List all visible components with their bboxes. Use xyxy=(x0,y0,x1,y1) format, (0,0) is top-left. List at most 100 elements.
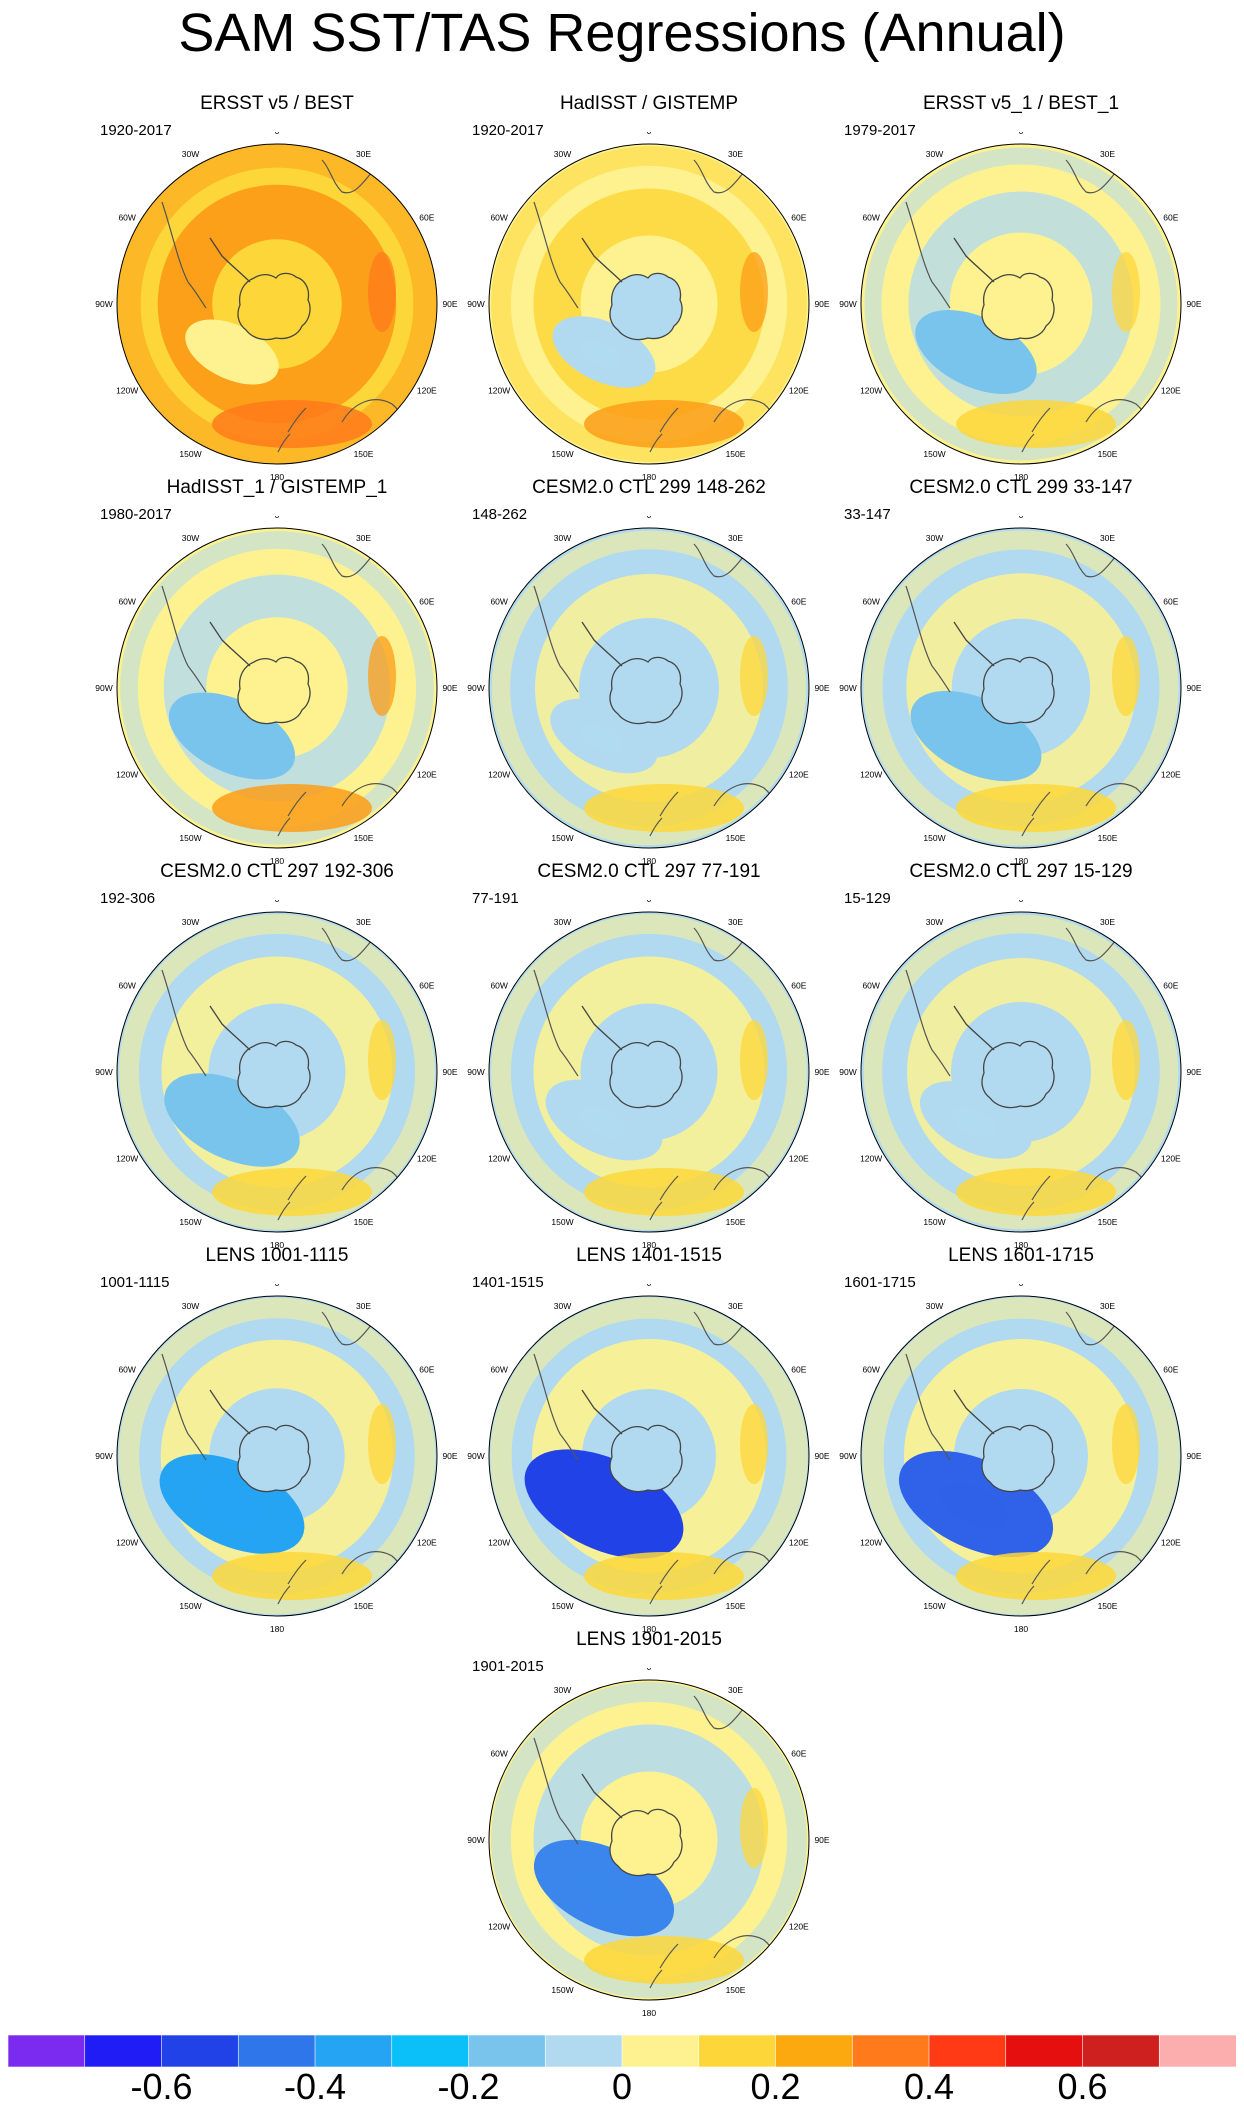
antarctic-peninsula xyxy=(581,237,623,283)
longitude-label: 180 xyxy=(270,856,284,866)
longitude-label: 0 xyxy=(647,1668,652,1672)
colorbar-swatch xyxy=(851,2034,930,2068)
map-boundary xyxy=(116,143,438,465)
longitude-label: 30W xyxy=(554,917,571,927)
longitude-label: 90E xyxy=(442,1067,457,1077)
longitude-label: 30W xyxy=(554,533,571,543)
coastline-new-zealand xyxy=(277,1175,307,1221)
longitude-label: 150E xyxy=(726,1217,746,1227)
longitude-label: 60E xyxy=(791,1365,806,1375)
longitude-label: 30W xyxy=(554,1301,571,1311)
coastline-south-america xyxy=(905,969,951,1077)
panel-title: CESM2.0 CTL 297 77-191 xyxy=(537,861,761,882)
panel-title: ERSST v5_1 / BEST_1 xyxy=(922,93,1120,114)
longitude-label: 60W xyxy=(862,597,879,607)
longitude-label: 30E xyxy=(728,533,743,543)
field-outer-band xyxy=(491,146,807,462)
longitude-label: 150E xyxy=(354,449,374,459)
longitude-label: 90E xyxy=(814,299,829,309)
colorbar-swatch xyxy=(544,2034,623,2068)
longitude-label: 90W xyxy=(95,299,112,309)
longitude-label: 180 xyxy=(270,472,284,482)
longitude-label: 30E xyxy=(1100,533,1115,543)
antarctica xyxy=(981,656,1055,725)
longitude-label: 90E xyxy=(814,1835,829,1845)
antarctica xyxy=(609,272,683,341)
antarctica xyxy=(609,1808,683,1877)
field-outer-band xyxy=(863,914,1179,1230)
field-warm-anomaly-east xyxy=(740,1020,768,1100)
panel-title: CESM2.0 CTL 299 33-147 xyxy=(909,477,1133,498)
longitude-label: 60W xyxy=(490,1365,507,1375)
longitude-label: 90E xyxy=(1186,299,1201,309)
colorbar-tick-label: 0.6 xyxy=(1057,2066,1108,2107)
field-warm-anomaly xyxy=(584,1936,744,1984)
map-panel: ERSST v5 / BEST 1920-2017 0 30E 60E 90E 120E 15… xyxy=(92,92,462,482)
longitude-label: 30E xyxy=(728,917,743,927)
colorbar-swatch xyxy=(621,2034,700,2068)
coastline-africa xyxy=(321,543,373,578)
longitude-label: 90W xyxy=(839,1067,856,1077)
field-cold-core xyxy=(567,1482,637,1530)
longitude-label: 150E xyxy=(726,833,746,843)
panel-period: 1001-1115 xyxy=(100,1274,170,1291)
coastline-new-zealand xyxy=(649,1559,679,1605)
longitude-label: 0 xyxy=(1019,900,1024,904)
longitude-label: 0 xyxy=(275,132,280,136)
antarctica xyxy=(237,1040,311,1109)
longitude-label: 150E xyxy=(726,1985,746,1995)
longitude-label: 150E xyxy=(354,833,374,843)
longitude-label: 90W xyxy=(839,1451,856,1461)
colorbar-swatch xyxy=(7,2034,86,2068)
panel-period: 77-191 xyxy=(472,890,519,907)
field-warm-anomaly xyxy=(584,1168,744,1216)
field-warm-anomaly-east xyxy=(368,1404,396,1484)
longitude-label: 30E xyxy=(356,533,371,543)
colorbar xyxy=(7,2034,1237,2068)
antarctic-peninsula xyxy=(209,237,251,283)
longitude-label: 60E xyxy=(419,213,434,223)
longitude-label: 150W xyxy=(179,833,201,843)
panel-period: 148-262 xyxy=(472,506,528,523)
coastline-new-zealand xyxy=(649,1175,679,1221)
longitude-label: 90E xyxy=(442,299,457,309)
colorbar-swatch xyxy=(698,2034,777,2068)
longitude-label: 60E xyxy=(791,1749,806,1759)
coastline-africa xyxy=(1065,543,1117,578)
longitude-label: 30E xyxy=(356,917,371,927)
longitude-label: 90W xyxy=(467,1451,484,1461)
antarctic-peninsula xyxy=(209,1005,251,1051)
coastline-new-zealand xyxy=(277,1559,307,1605)
longitude-label: 30E xyxy=(356,1301,371,1311)
longitude-label: 120W xyxy=(488,770,510,780)
antarctica xyxy=(237,272,311,341)
polar-map: 0 30E 60E 90E 120E 150E 180 150W 120W 90W 60W 30W xyxy=(839,900,1202,1250)
longitude-label: 60E xyxy=(791,597,806,607)
longitude-label: 90W xyxy=(467,299,484,309)
antarctica xyxy=(609,1040,683,1109)
longitude-label: 60W xyxy=(862,981,879,991)
longitude-label: 0 xyxy=(1019,132,1024,136)
longitude-label: 180 xyxy=(642,856,656,866)
colorbar-swatch xyxy=(1082,2034,1161,2068)
map-panel: HadISST / GISTEMP 1920-2017 0 30E 60E 90E 120E… xyxy=(464,92,834,482)
polar-map: 0 30E 60E 90E 120E 150E 180 150W 120W 90W 60W 30W xyxy=(95,1284,458,1634)
field-cold-core xyxy=(201,1102,259,1142)
panel-period: 15-129 xyxy=(844,890,891,907)
colorbar-swatch xyxy=(928,2034,1007,2068)
longitude-label: 120E xyxy=(1161,770,1181,780)
colorbar-swatch xyxy=(391,2034,470,2068)
panel-period: 1401-1515 xyxy=(472,1274,544,1291)
longitude-label: 150E xyxy=(1098,1601,1118,1611)
colorbar-swatch xyxy=(314,2034,393,2068)
coastline-south-america xyxy=(161,201,207,309)
longitude-label: 30E xyxy=(728,1685,743,1695)
panel-title: HadISST / GISTEMP xyxy=(559,93,739,114)
colorbar-tick-label: 0.2 xyxy=(750,2066,801,2107)
map-panel: LENS 1601-1715 1601-1715 0 30E 60E 90E 120E 150… xyxy=(836,1244,1206,1634)
longitude-label: 60W xyxy=(118,597,135,607)
longitude-label: 90E xyxy=(814,1067,829,1077)
coastline-africa xyxy=(321,1311,373,1346)
panel-title: CESM2.0 CTL 297 15-129 xyxy=(909,861,1133,882)
longitude-label: 120W xyxy=(860,1538,882,1548)
